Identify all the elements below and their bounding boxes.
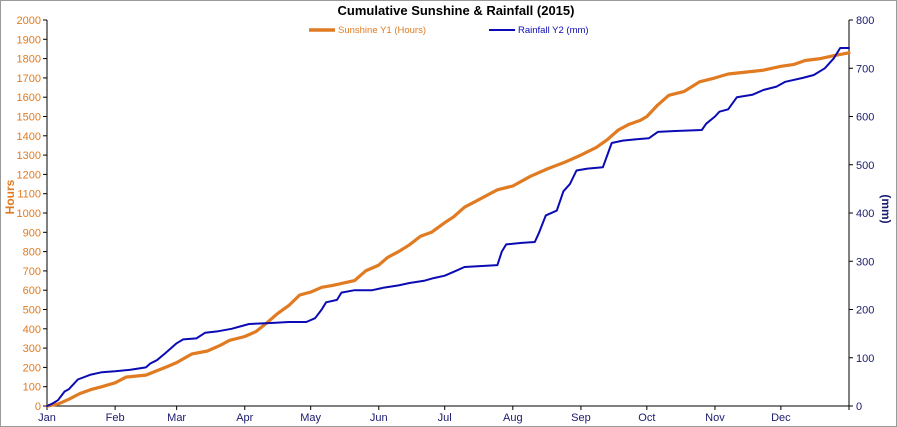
y1-tick-label: 900: [23, 227, 41, 239]
y2-tick-label: 700: [856, 63, 874, 75]
y1-tick-label: 1000: [17, 208, 41, 220]
y2-tick-label: 300: [856, 256, 874, 268]
y1-tick-label: 1300: [17, 150, 41, 162]
x-tick-label: Jun: [370, 412, 388, 424]
y1-tick-label: 400: [23, 324, 41, 336]
plot-area: [45, 47, 851, 408]
x-tick-label: May: [300, 412, 321, 424]
x-tick-label: Oct: [638, 412, 655, 424]
axes: [46, 20, 850, 407]
y1-tick-label: 1100: [17, 189, 41, 201]
y1-tick-label: 1400: [17, 131, 41, 143]
y1-tick-label: 1200: [17, 169, 41, 181]
y1-tick-label: 600: [23, 285, 41, 297]
x-axis: Jan Feb Mar Apr May Jun Jul Aug Sep Oct Nov Dec: [38, 406, 850, 424]
legend-label-sunshine: Sunshine Y1 (Hours): [338, 25, 426, 36]
y1-tick-label: 500: [23, 305, 41, 317]
y1-tick-label: 700: [23, 266, 41, 278]
y1-tick-label: 1600: [17, 92, 41, 104]
y2-tick-label: 400: [856, 208, 874, 220]
y1-axis: 0 100 200 300 400 500 600 700 800 900 1000 1100 1200…: [17, 15, 47, 413]
y2-tick-label: 200: [856, 305, 874, 317]
y1-tick-label: 1900: [17, 34, 41, 46]
y1-tick-label: 100: [23, 382, 41, 394]
y2-tick-label: 600: [856, 112, 874, 124]
y1-tick-label: 200: [23, 362, 41, 374]
series-line-rainfall: [46, 47, 850, 407]
y2-axis: 0 100 200 300 400 500 600 700 800: [849, 15, 874, 413]
x-tick-label: Jul: [438, 412, 452, 424]
y2-tick-label: 0: [856, 401, 862, 413]
y2-axis-title: (mm): [879, 194, 893, 223]
legend: Sunshine Y1 (Hours) Rainfall Y2 (mm): [309, 25, 589, 36]
x-tick-label: Dec: [771, 412, 791, 424]
y1-tick-label: 1500: [17, 112, 41, 124]
y1-axis-title: Hours: [3, 179, 17, 214]
x-tick-label: Apr: [236, 412, 253, 424]
y1-tick-label: 1800: [17, 54, 41, 66]
y1-tick-label: 800: [23, 247, 41, 259]
x-tick-label: Sep: [571, 412, 591, 424]
y1-tick-label: 1700: [17, 73, 41, 85]
y2-tick-label: 800: [856, 15, 874, 27]
y1-tick-label: 300: [23, 343, 41, 355]
x-tick-label: Feb: [106, 412, 125, 424]
x-tick-label: Aug: [503, 412, 523, 424]
x-tick-label: Jan: [38, 412, 56, 424]
x-tick-label: Nov: [705, 412, 725, 424]
chart-title: Cumulative Sunshine & Rainfall (2015): [338, 3, 575, 18]
legend-label-rainfall: Rainfall Y2 (mm): [518, 25, 589, 36]
y1-tick-label: 2000: [17, 15, 41, 27]
y1-tick-label: 0: [35, 401, 41, 413]
y2-tick-label: 100: [856, 353, 874, 365]
series-line-sunshine: [45, 51, 851, 408]
x-tick-label: Mar: [167, 412, 186, 424]
y2-tick-label: 500: [856, 160, 874, 172]
